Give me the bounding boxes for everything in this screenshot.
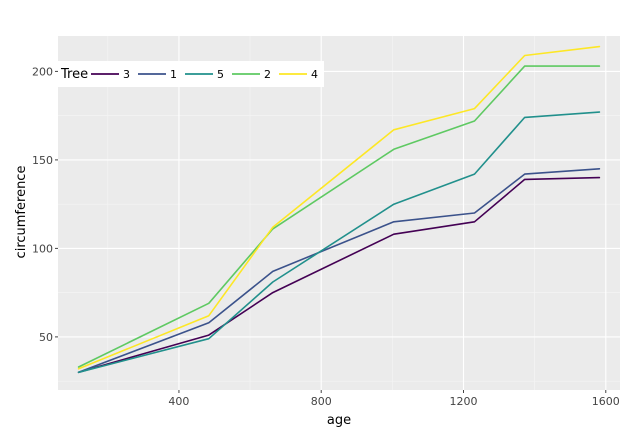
- grid-minor: [58, 36, 620, 390]
- legend-label-tree-4: 4: [311, 68, 318, 81]
- y-axis-title: circumference: [14, 166, 29, 259]
- series-line-tree-2: [77, 65, 601, 368]
- y-tick-label: 50: [39, 331, 53, 344]
- series-line-tree-5: [77, 111, 601, 374]
- legend: Tree 3 1 5 2 4: [58, 61, 324, 87]
- y-tick-label: 100: [32, 242, 53, 255]
- x-tick-label: 400: [168, 395, 189, 408]
- y-tick-label: 150: [32, 154, 53, 167]
- y-tick-label: 200: [32, 65, 53, 78]
- series-line-tree-1: [77, 168, 601, 374]
- legend-label-tree-5: 5: [217, 68, 224, 81]
- x-tick-label: 800: [311, 395, 332, 408]
- legend-label-tree-2: 2: [264, 68, 271, 81]
- legend-label-tree-1: 1: [170, 68, 177, 81]
- legend-title: Tree: [60, 67, 88, 82]
- legend-label-tree-3: 3: [123, 68, 130, 81]
- series-layer: [77, 45, 601, 374]
- x-axis-title: age: [327, 413, 351, 428]
- x-tick-label: 1600: [592, 395, 620, 408]
- x-tick-label: 1200: [449, 395, 477, 408]
- series-line-tree-4: [77, 45, 601, 370]
- series-line-tree-3: [77, 176, 601, 374]
- ticks-layer: 400 800 1200 1600 50 100 150 200: [32, 65, 620, 408]
